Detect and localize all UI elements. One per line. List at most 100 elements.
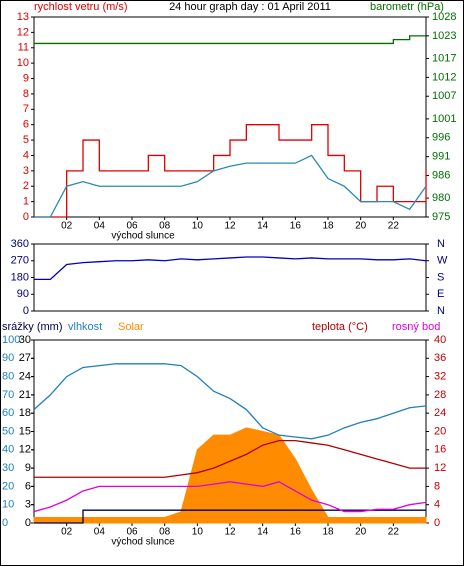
y-tick-label: 70 [2,389,14,401]
x-tick-label: 10 [192,527,204,538]
x-tick-label: 18 [322,527,334,538]
x-tick-label: 16 [290,221,302,232]
y-tick-label: 32 [434,371,446,383]
y-tick-label: 1028 [432,11,456,23]
plot-frame [33,16,427,218]
y-tick-label: 18 [19,407,31,419]
y-tick-label: 1017 [432,52,456,64]
y-tick-label: 24 [19,371,31,383]
x-tick-label: 22 [388,221,400,232]
y-tick-label: 2 [23,180,29,192]
series-line [34,256,427,281]
y-tick-label: 6 [25,480,31,492]
x-tick-label: 04 [94,527,106,538]
y-tick-label: 0 [434,517,440,529]
y-tick-label: 8 [434,480,440,492]
y-tick-label: 1012 [432,71,456,83]
annotation: východ slunce [111,537,175,548]
x-tick-label: 16 [290,527,302,538]
y-tick-label: 1001 [432,113,456,125]
y-tick-label: 27 [19,352,31,364]
y-tick-label: 90 [17,288,29,300]
x-tick-label: 04 [94,221,106,232]
annotation: východ slunce [111,231,175,242]
y-tick-label: N [437,238,445,250]
y-tick-label: 4 [23,149,29,161]
y-tick-label: 40 [434,334,446,346]
y-tick-label: 30 [19,334,31,346]
series-line [33,481,427,513]
y-tick-label: 975 [432,211,450,223]
series-name: srážky (mm) [2,321,63,333]
y-tick-label: 5 [23,134,29,146]
y-tick-label: 30 [2,462,14,474]
series-name: teplota (°C) [312,321,368,333]
x-tick-label: 02 [61,527,73,538]
series-line [34,35,426,45]
series-name: vlhkost [68,321,102,333]
y-tick-label: S [437,271,444,283]
y-tick-label: E [437,288,444,300]
y-tick-label: 80 [2,371,14,383]
y-tick-label: 20 [2,480,14,492]
y-tick-label: W [437,255,448,267]
series-name: barometr (hPa) [370,1,444,13]
y-tick-label: 0 [23,211,29,223]
y-tick-label: 8 [23,88,29,100]
y-tick-label: 996 [432,132,450,144]
y-tick-label: 13 [17,11,29,23]
y-tick-label: 60 [2,407,14,419]
x-tick-label: 06 [126,221,138,232]
series-line [34,124,427,218]
y-tick-label: 991 [432,151,450,163]
series-name: Solar [118,321,144,333]
y-tick-label: 1023 [432,30,456,42]
x-tick-label: 08 [159,221,171,232]
y-tick-label: 40 [2,444,14,456]
series-line [34,509,426,524]
y-tick-label: 986 [432,169,450,181]
y-tick-label: 20 [434,425,446,437]
x-tick-label: 12 [224,527,236,538]
y-tick-label: 3 [23,165,29,177]
x-tick-label: 08 [159,527,171,538]
y-tick-label: 1007 [432,90,456,102]
y-tick-label: 10 [2,499,14,511]
y-tick-label: 12 [17,26,29,38]
y-tick-label: 10 [17,57,29,69]
plot-frame [33,243,427,312]
y-tick-label: 7 [23,103,29,115]
y-tick-label: 36 [434,352,446,364]
series-area [33,427,427,524]
x-tick-label: 12 [224,221,236,232]
x-tick-label: 14 [257,221,269,232]
y-tick-label: 12 [434,462,446,474]
y-tick-label: 6 [23,119,29,131]
chart-title: 24 hour graph day : 01 April 2011 [169,1,331,13]
y-tick-label: 9 [23,72,29,84]
x-tick-label: 20 [355,221,367,232]
x-tick-label: 14 [257,527,269,538]
series-name: rosný bod [392,321,440,333]
y-tick-label: 0 [23,305,29,317]
y-tick-label: 0 [25,517,31,529]
y-tick-label: 12 [19,444,31,456]
y-tick-label: 50 [2,425,14,437]
y-tick-label: 180 [11,271,29,283]
y-tick-label: 11 [18,42,29,54]
y-tick-label: 15 [19,425,31,437]
y-tick-label: 3 [25,499,31,511]
y-tick-label: 270 [11,255,29,267]
y-tick-label: 1 [23,196,29,208]
y-tick-label: 21 [19,389,31,401]
y-tick-label: 16 [434,444,446,456]
y-tick-label: 9 [25,462,31,474]
x-tick-label: 02 [61,221,73,232]
y-tick-label: 24 [434,407,446,419]
y-tick-label: 0 [2,517,8,529]
y-tick-label: 4 [434,499,440,511]
x-tick-label: 22 [388,527,400,538]
y-tick-label: 980 [432,192,450,204]
y-tick-label: 28 [434,389,446,401]
x-tick-label: 18 [322,221,334,232]
